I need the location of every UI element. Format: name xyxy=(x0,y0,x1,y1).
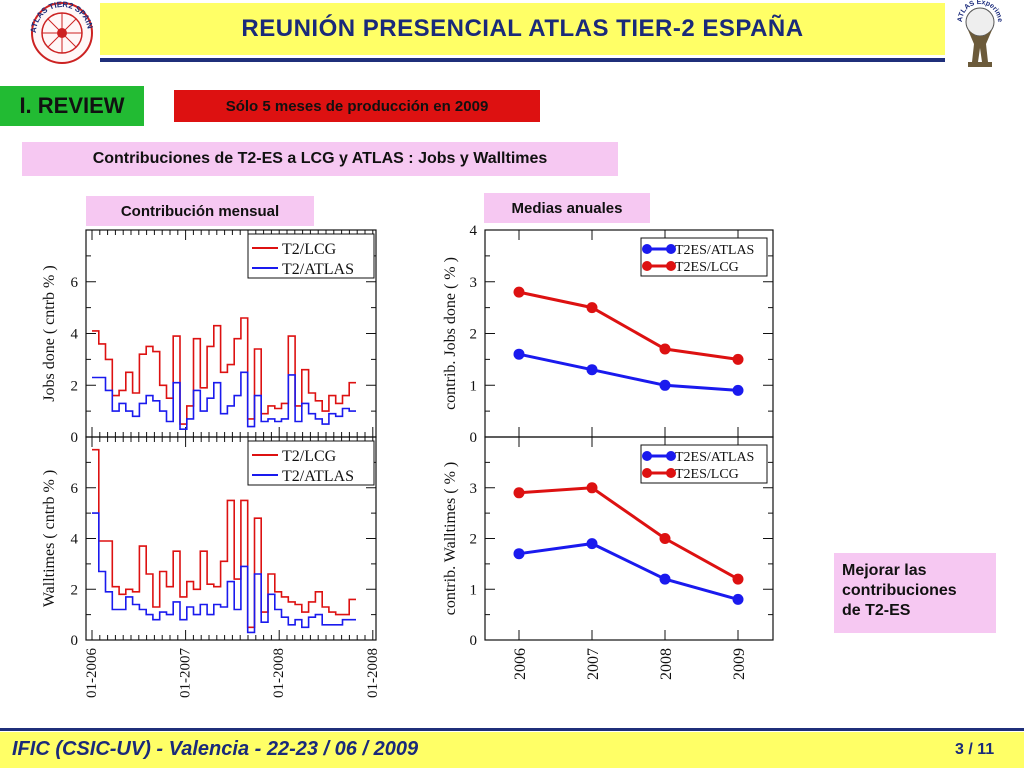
y-tick-label: 2 xyxy=(470,327,478,343)
legend-marker xyxy=(666,468,676,478)
y-tick-label: 1 xyxy=(470,582,478,598)
header-bar xyxy=(100,3,945,55)
series-line-t2es-lcg xyxy=(518,486,739,581)
legend-label: T2/LCG xyxy=(282,448,337,465)
y-tick-label: 0 xyxy=(71,430,79,446)
legend-marker xyxy=(642,244,652,254)
y-tick-label: 6 xyxy=(71,481,79,497)
y-tick-label: 0 xyxy=(470,633,478,649)
data-point-t2es-lcg xyxy=(513,286,525,298)
footer-divider xyxy=(0,728,1024,731)
series-line-t2es-atlas xyxy=(518,352,739,392)
legend-label: T2ES/LCG xyxy=(675,467,739,482)
data-point-t2es-lcg xyxy=(732,353,744,365)
y-tick-label: 0 xyxy=(71,633,79,649)
series-line-t2es-lcg xyxy=(518,290,739,361)
y-axis-label: contrib. Walltimes ( % ) xyxy=(442,462,459,616)
legend-marker xyxy=(642,451,652,461)
y-tick-label: 2 xyxy=(71,582,79,598)
data-point-t2es-lcg xyxy=(659,533,671,544)
y-tick-label: 2 xyxy=(470,532,478,548)
data-point-t2es-atlas xyxy=(659,573,671,585)
legend-label: T2/ATLAS xyxy=(282,468,354,485)
series-line-t2-lcg xyxy=(92,448,356,629)
data-point-t2es-lcg xyxy=(586,482,598,494)
data-point-t2es-atlas xyxy=(586,364,598,376)
data-point-t2es-lcg xyxy=(732,573,744,585)
legend-label: T2ES/ATLAS xyxy=(675,450,754,465)
data-point-t2es-atlas xyxy=(659,379,671,391)
y-tick-label: 6 xyxy=(71,275,79,291)
series-line-t2-atlas xyxy=(92,371,356,430)
legend-label: T2/LCG xyxy=(282,241,337,258)
data-point-t2es-lcg xyxy=(513,487,525,499)
x-tick-label: 2007 xyxy=(585,648,602,680)
page-number: 3 / 11 xyxy=(955,741,995,758)
footer-bar xyxy=(0,732,1024,768)
annual-averages-label: Medias anuales xyxy=(484,193,650,223)
legend-marker xyxy=(666,451,676,461)
legend-label: T2/ATLAS xyxy=(282,261,354,278)
data-point-t2es-atlas xyxy=(586,538,598,550)
improvement-note: Mejorar las contribuciones de T2-ES xyxy=(834,553,996,633)
data-point-t2es-atlas xyxy=(732,384,744,396)
notice-banner: Sólo 5 meses de producción en 2009 xyxy=(174,90,540,122)
page-title: REUNIÓN PRESENCIAL ATLAS TIER-2 ESPAÑA xyxy=(241,15,804,42)
x-tick-label: 01-2008 xyxy=(365,648,381,698)
atlas-experiment-logo: ATLAS Experiment xyxy=(944,0,1003,67)
data-point-t2es-atlas xyxy=(732,593,744,605)
y-tick-label: 4 xyxy=(71,532,79,548)
legend-box xyxy=(640,444,768,484)
subtitle-banner: Contribuciones de T2-ES a LCG y ATLAS : … xyxy=(22,142,618,176)
legend-box xyxy=(247,440,375,486)
monthly-contribution-label: Contribución mensual xyxy=(86,196,314,226)
legend-marker xyxy=(666,244,676,254)
data-point-t2es-atlas xyxy=(513,548,525,560)
x-tick-label: 2008 xyxy=(658,648,675,680)
legend-box xyxy=(247,233,375,279)
y-tick-label: 3 xyxy=(470,481,478,497)
y-axis-label: contrib. Jobs done ( % ) xyxy=(442,257,459,410)
legend-label: T2ES/LCG xyxy=(675,260,739,275)
x-tick-label: 01-2008 xyxy=(271,648,287,698)
x-tick-label: 01-2007 xyxy=(178,648,194,698)
legend-marker xyxy=(642,468,652,478)
legend-box xyxy=(640,237,768,277)
y-tick-label: 1 xyxy=(470,378,478,394)
x-tick-label: 2009 xyxy=(731,648,748,680)
y-tick-label: 4 xyxy=(470,223,478,239)
data-point-t2es-lcg xyxy=(586,302,598,314)
y-axis-label: Walltimes ( cntrb % ) xyxy=(41,470,58,607)
series-line-t2-lcg xyxy=(92,317,356,425)
data-point-t2es-atlas xyxy=(513,348,525,360)
series-line-t2es-atlas xyxy=(518,542,739,601)
series-line-t2-atlas xyxy=(92,512,356,634)
x-tick-label: 01-2006 xyxy=(84,648,100,698)
legend-marker xyxy=(642,261,652,271)
y-tick-label: 3 xyxy=(470,275,478,291)
y-tick-label: 0 xyxy=(470,430,478,446)
section-title: I. REVIEW xyxy=(0,86,144,126)
header-divider xyxy=(100,58,945,62)
y-tick-label: 4 xyxy=(71,327,79,343)
y-axis-label: Jobs done ( cntrb % ) xyxy=(41,265,58,401)
atlas-tier2-spain-logo: ATLAS TIER2 SPAIN xyxy=(29,0,95,64)
legend-marker xyxy=(666,261,676,271)
footer-venue: IFIC (CSIC-UV) - Valencia - 22-23 / 06 /… xyxy=(12,738,419,760)
legend-label: T2ES/ATLAS xyxy=(675,243,754,258)
x-tick-label: 2006 xyxy=(512,648,529,680)
y-tick-label: 2 xyxy=(71,378,79,394)
data-point-t2es-lcg xyxy=(659,343,671,355)
